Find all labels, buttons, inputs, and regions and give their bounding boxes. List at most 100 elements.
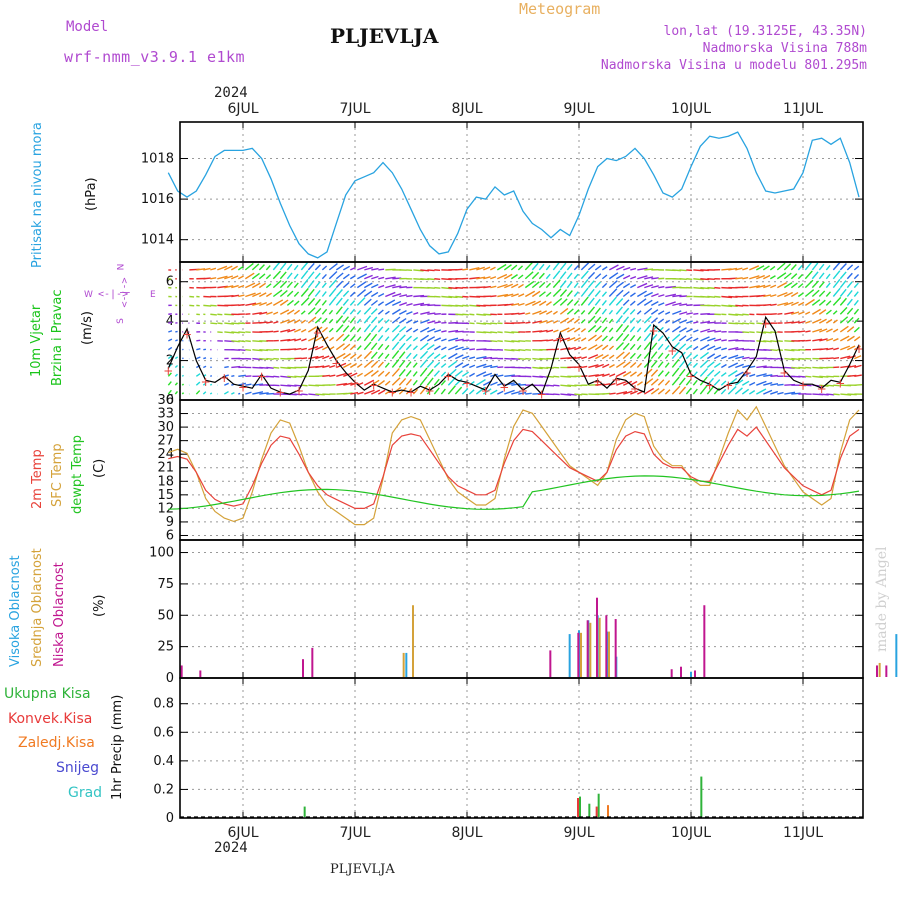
wind-arrow bbox=[266, 375, 274, 378]
wind-arrow bbox=[433, 361, 441, 368]
wind-arrow bbox=[328, 309, 334, 315]
wind-arrow bbox=[174, 365, 179, 368]
wind-arrow bbox=[391, 350, 400, 360]
wind-arrow bbox=[231, 365, 241, 369]
wind-arrow bbox=[665, 301, 676, 307]
wind-arrow bbox=[517, 274, 524, 280]
wind-arrow bbox=[615, 297, 624, 306]
wind-arrow bbox=[749, 265, 760, 271]
wind-arrow bbox=[427, 320, 436, 324]
wind-arrow bbox=[525, 321, 531, 324]
wind-arrow bbox=[412, 353, 418, 360]
wind-arrow bbox=[742, 276, 749, 280]
wind-arrow bbox=[735, 371, 744, 377]
model-name: wrf-nmm_v3.9.1 e1km bbox=[64, 48, 246, 66]
wind-arrow bbox=[490, 331, 498, 334]
wind-arrow bbox=[322, 374, 330, 378]
wind-arrow bbox=[259, 292, 267, 298]
wind-arrow bbox=[720, 380, 727, 386]
wind-arrow bbox=[678, 343, 687, 351]
wind-arrow bbox=[546, 329, 554, 333]
high-cloud-bar bbox=[568, 634, 571, 677]
wind-arrow bbox=[294, 393, 303, 396]
wind-arrow bbox=[700, 336, 710, 342]
wind-arrow bbox=[804, 289, 815, 298]
wind-arrow bbox=[574, 337, 581, 342]
wind-arrow bbox=[504, 374, 515, 378]
wind-arrow bbox=[455, 346, 464, 351]
wind-arrow bbox=[525, 312, 531, 315]
wind-arrow bbox=[650, 351, 658, 360]
wind-arrow bbox=[392, 285, 402, 289]
wind-arrow bbox=[462, 339, 470, 342]
wind-arrow bbox=[763, 274, 771, 280]
day-label-bottom: 7JUL bbox=[339, 825, 370, 841]
wind-arrow bbox=[728, 354, 739, 360]
wind-gust-mark: + bbox=[835, 377, 845, 391]
wind-arrow bbox=[378, 276, 385, 280]
wind-arrow bbox=[210, 375, 213, 377]
wind-arrow bbox=[391, 341, 400, 351]
wind-arrow bbox=[454, 378, 463, 386]
wind-arrow bbox=[272, 261, 281, 271]
wind-arrow bbox=[643, 332, 652, 342]
wind-arrow bbox=[609, 373, 616, 377]
wind-arrow bbox=[608, 288, 618, 297]
wind-arrow bbox=[560, 384, 572, 387]
ytick-label: 9 bbox=[166, 515, 174, 530]
wind-arrow bbox=[832, 319, 838, 324]
wind-arrow bbox=[763, 303, 772, 307]
precip-frz-bar bbox=[607, 805, 609, 817]
wind-arrow bbox=[174, 356, 179, 360]
ytick-label: 30 bbox=[157, 420, 174, 435]
wind-arrow bbox=[601, 326, 608, 333]
wind-arrow bbox=[434, 313, 441, 315]
wind-arrow bbox=[566, 299, 574, 306]
wind-arrow bbox=[286, 290, 294, 298]
wind-arrow bbox=[350, 266, 356, 271]
wind-arrow bbox=[749, 381, 756, 386]
wind-arrow bbox=[770, 284, 777, 289]
wind-arrow bbox=[202, 382, 207, 386]
wind-arrow bbox=[749, 365, 756, 369]
wind-arrow bbox=[307, 307, 316, 315]
wind-arrow bbox=[469, 266, 480, 271]
precip-conv-bar bbox=[595, 806, 598, 817]
wind-arrow bbox=[601, 266, 608, 271]
wind-arrow bbox=[518, 312, 525, 315]
ytick-label: 33 bbox=[157, 407, 174, 422]
wind-arrow bbox=[321, 273, 327, 280]
wind-arrow bbox=[434, 321, 442, 324]
wind-arrow bbox=[594, 264, 602, 271]
wind-arrow bbox=[581, 346, 587, 351]
wind-arrow bbox=[238, 294, 245, 298]
high-cloud-bar bbox=[405, 652, 408, 677]
wind-arrow bbox=[811, 289, 820, 298]
ytick-label: 0 bbox=[166, 393, 174, 408]
wind-arrow bbox=[608, 336, 614, 342]
wind-arrow bbox=[454, 370, 463, 377]
wind-arrow bbox=[671, 350, 680, 360]
low-cloud-bar bbox=[614, 619, 617, 677]
wind-arrow bbox=[559, 280, 567, 289]
wind-arrow bbox=[700, 328, 710, 333]
wind-arrow bbox=[531, 262, 539, 271]
wind-arrow bbox=[665, 293, 677, 298]
wind-arrow bbox=[818, 290, 826, 297]
wind-arrow bbox=[630, 267, 637, 271]
wind-arrow bbox=[385, 291, 396, 298]
wind-arrow bbox=[594, 273, 602, 280]
wind-gust-mark: + bbox=[705, 378, 715, 392]
wind-arrow bbox=[321, 308, 328, 315]
wind-arrow bbox=[546, 384, 555, 387]
wind-arrow bbox=[294, 328, 301, 333]
wind-arrow bbox=[650, 309, 659, 315]
wind-arrow bbox=[580, 319, 586, 324]
wind-arrow bbox=[315, 355, 324, 360]
wind-arrow bbox=[678, 368, 686, 377]
wind-arrow bbox=[707, 286, 715, 290]
wind-arrow bbox=[483, 313, 492, 316]
wind-arrow bbox=[783, 272, 792, 280]
wind-arrow bbox=[832, 270, 841, 280]
wind-arrow bbox=[819, 328, 828, 333]
